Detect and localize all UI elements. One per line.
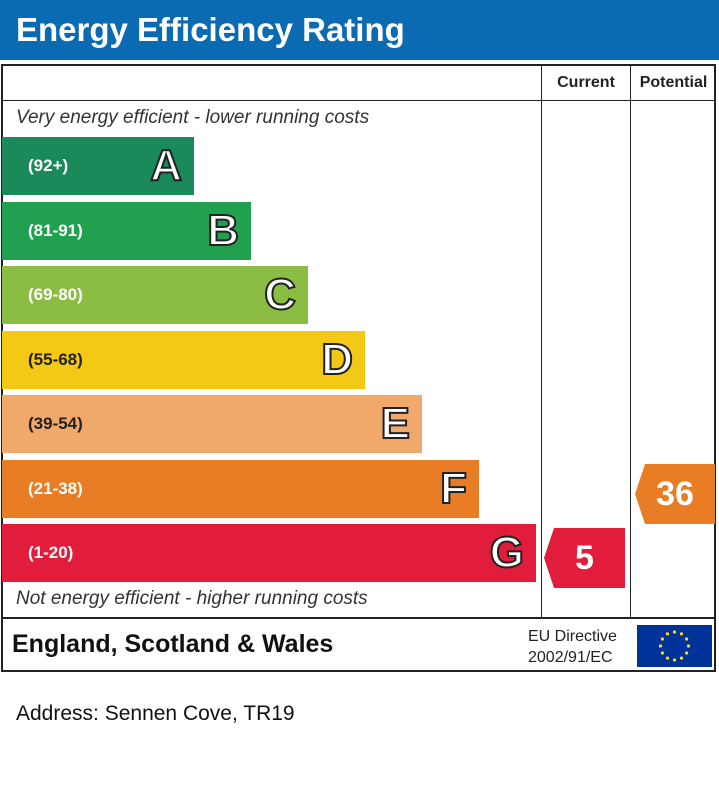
eu-star-icon: [658, 644, 663, 648]
address-text: Address: Sennen Cove, TR19: [16, 702, 295, 725]
header-bar: Energy Efficiency Rating: [0, 0, 719, 60]
current-rating-arrow: 5: [544, 528, 625, 588]
band-c: (69-80) C: [2, 266, 308, 324]
divider-potential: [630, 66, 631, 618]
band-a: (92+) A: [2, 137, 194, 195]
band-range-label: (21-38): [28, 479, 83, 498]
eu-flag-icon: [637, 625, 712, 667]
divider-current: [541, 66, 542, 618]
eu-star-icon: [660, 651, 664, 655]
eu-star-icon: [679, 632, 684, 636]
band-b: (81-91) B: [2, 202, 251, 260]
eu-star-icon: [665, 656, 670, 660]
footer-region: England, Scotland & Wales: [12, 630, 334, 658]
band-letter-label: D: [320, 334, 354, 385]
eu-star-icon: [672, 630, 677, 634]
band-f: (21-38) F: [2, 460, 479, 518]
chart-title: Energy Efficiency Rating: [16, 11, 405, 48]
band-letter-label: G: [489, 527, 525, 578]
band-range-label: (1-20): [28, 543, 74, 562]
eu-star-icon: [685, 651, 689, 655]
band-letter-label: E: [380, 398, 411, 449]
band-range-label: (55-68): [28, 350, 83, 369]
footer-rule: [1, 617, 716, 619]
band-range-label: (81-91): [28, 221, 83, 240]
caption-efficient: Very energy efficient - lower running co…: [16, 107, 370, 128]
band-letter-label: B: [206, 205, 240, 256]
band-letter-label: F: [439, 463, 468, 514]
column-potential-header: Potential: [639, 74, 708, 91]
eu-directive-line2: 2002/91/EC: [528, 649, 613, 666]
eu-star-icon: [679, 656, 684, 660]
eu-directive: EU Directive 2002/91/EC: [528, 626, 617, 668]
band-letter-label: C: [263, 269, 297, 320]
eu-star-icon: [685, 637, 689, 641]
eu-directive-line1: EU Directive: [528, 628, 617, 645]
eu-star-icon: [686, 644, 691, 648]
potential-rating-arrow: 36: [635, 464, 715, 524]
band-range-label: (69-80): [28, 285, 83, 304]
band-e: (39-54) E: [2, 395, 422, 453]
band-letter-label: A: [149, 140, 183, 191]
band-range-label: (39-54): [28, 414, 83, 433]
band-g: (1-20) G: [2, 524, 536, 582]
header-rule: [1, 100, 716, 101]
band-range-label: (92+): [28, 156, 69, 175]
eu-star-icon: [665, 632, 670, 636]
eu-star-icon: [660, 637, 664, 641]
band-d: (55-68) D: [2, 331, 365, 389]
caption-inefficient: Not energy efficient - higher running co…: [16, 588, 368, 609]
column-current-header: Current: [557, 74, 615, 91]
eu-star-icon: [672, 658, 677, 662]
